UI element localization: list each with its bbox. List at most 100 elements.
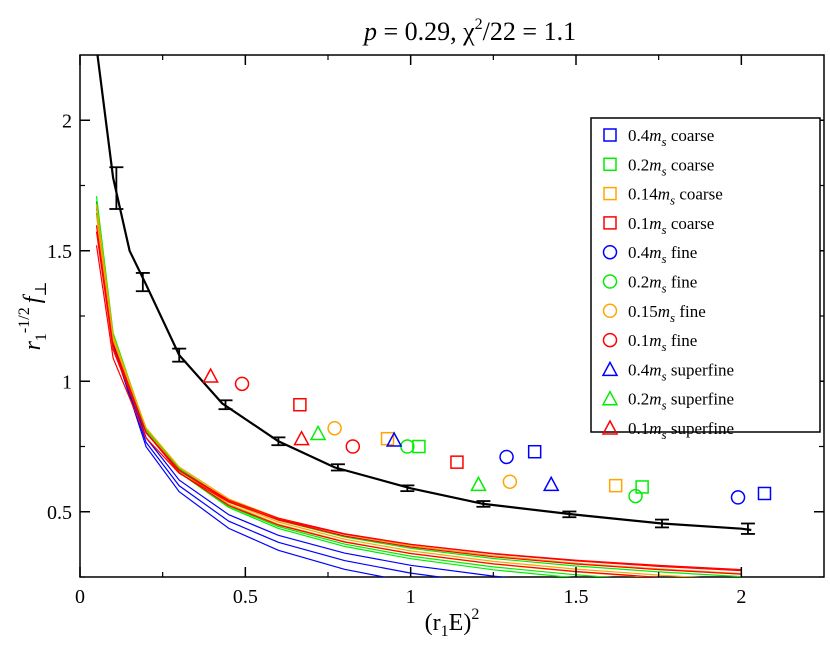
x-tick-label: 1 <box>406 586 416 608</box>
legend-entry: 0.2ms superfine <box>601 390 734 413</box>
legend-marker-triangle <box>601 360 619 377</box>
y-axis-label: r1-1/2 f⊥ <box>16 282 50 351</box>
y-label-sub: 1 <box>33 333 50 341</box>
svg-text:r1-1/2f⊥: r1-1/2 f⊥ <box>16 282 50 351</box>
series-curve-blue-3 <box>95 207 509 577</box>
data-point-circle <box>234 376 250 392</box>
x-label-sub: 1 <box>441 623 449 640</box>
y-tick-label: 2 <box>62 110 72 132</box>
series-curve-red-3 <box>95 231 742 572</box>
legend-marker-circle <box>602 303 618 319</box>
title-chi-denominator: /22 <box>483 17 516 46</box>
legend-label: 0.14ms coarse <box>628 185 723 208</box>
legend-label: 0.2ms coarse <box>628 155 714 178</box>
data-point-triangle <box>542 475 560 492</box>
y-tick-label: 1 <box>62 371 72 393</box>
data-point-triangle <box>470 475 487 492</box>
axis-ticks: 0 0.5 1 1.5 2 0.5 1 1.5 2 <box>47 55 824 608</box>
data-point-circle <box>628 488 643 504</box>
legend-entry: 0.1ms coarse <box>603 214 714 237</box>
data-point-square <box>412 439 426 454</box>
legend-marker-triangle <box>601 419 619 435</box>
y-label-perp: ⊥ <box>33 282 50 297</box>
error-bar <box>740 522 755 535</box>
curves-layer <box>95 196 742 577</box>
data-point-triangle <box>309 424 327 441</box>
title-var: p <box>362 17 377 46</box>
error-bar <box>330 463 345 472</box>
x-tick-label: 2 <box>736 586 746 608</box>
y-label-f: f <box>20 293 46 303</box>
data-point-square <box>527 444 542 459</box>
data-point-circle <box>730 490 746 505</box>
x-label-base: (r <box>425 610 441 636</box>
x-tick-label: 0 <box>75 586 85 608</box>
legend-label: 0.2ms fine <box>628 273 697 296</box>
legend-entry: 0.2ms coarse <box>603 155 714 178</box>
data-point-triangle <box>202 367 219 383</box>
y-label-sup: -1/2 <box>16 307 33 333</box>
title-chi-value: 1.1 <box>544 17 577 46</box>
legend-entry: 0.4ms superfine <box>601 360 734 383</box>
x-label-sup: 2 <box>471 606 479 623</box>
title-chi-symbol: χ <box>462 17 475 46</box>
y-tick-label: 1.5 <box>47 241 72 263</box>
error-bar <box>654 518 669 529</box>
x-label-rest: E) <box>449 610 472 636</box>
legend-label: 0.4ms superfine <box>628 360 734 383</box>
points-layer <box>202 367 772 505</box>
error-bar <box>135 272 150 293</box>
legend-entry: 0.14ms coarse <box>603 185 723 208</box>
legend-label: 0.1ms superfine <box>628 419 734 442</box>
x-axis-label: (r1E)2 <box>425 606 480 640</box>
chart-title: p = 0.29, χ2/22 = 1.1 <box>362 16 576 46</box>
fit-curve-layer <box>96 55 755 535</box>
data-point-square <box>608 478 623 493</box>
data-point-square <box>635 480 649 494</box>
legend-label: 0.4ms coarse <box>628 126 714 149</box>
legend-label: 0.2ms superfine <box>628 390 734 413</box>
y-label-r: r <box>20 340 46 350</box>
data-point-triangle <box>385 431 403 447</box>
x-tick-label: 1.5 <box>564 586 589 608</box>
legend-entry: 0.15ms fine <box>602 302 706 325</box>
legend-marker-square <box>603 128 617 142</box>
legend-marker-square <box>603 186 617 201</box>
error-bar <box>562 510 577 519</box>
legend-marker-circle <box>602 244 618 260</box>
legend-entry: 0.2ms fine <box>602 273 697 296</box>
legend-marker-circle <box>602 274 618 289</box>
legend-box <box>590 117 821 433</box>
legend-marker-square <box>603 157 617 172</box>
series-curve-blue-top <box>95 201 388 577</box>
legend-label: 0.4ms fine <box>628 243 697 266</box>
legend-label: 0.1ms fine <box>628 331 697 354</box>
x-tick-label: 0.5 <box>233 586 258 608</box>
data-point-circle <box>502 474 518 489</box>
legend-label: 0.15ms fine <box>628 302 706 325</box>
title-chi-exponent: 2 <box>475 16 483 33</box>
error-bar <box>476 500 491 508</box>
continuum-fit-curve <box>96 55 752 532</box>
error-bar <box>271 436 286 447</box>
legend-entry: 0.4ms coarse <box>603 126 714 149</box>
data-point-square <box>757 486 772 501</box>
error-bar <box>400 484 415 493</box>
data-point-circle <box>345 439 361 454</box>
error-bar <box>218 399 233 411</box>
legend-entry: 0.1ms fine <box>602 331 697 354</box>
legend-marker-circle <box>602 332 618 348</box>
error-bar <box>109 166 124 210</box>
legend: 0.4ms coarse 0.2ms coarse 0.14ms coarse 0.1… <box>601 126 734 442</box>
error-bar <box>172 347 187 363</box>
legend-marker-triangle <box>601 390 619 406</box>
data-point-triangle <box>293 430 310 446</box>
data-point-circle <box>499 449 514 465</box>
data-point-square <box>450 455 464 469</box>
title-p-value: 0.29 <box>405 17 451 46</box>
series-curve-red-4 <box>95 245 742 571</box>
data-point-square <box>293 397 307 412</box>
y-tick-label: 0.5 <box>47 502 72 524</box>
legend-label: 0.1ms coarse <box>628 214 714 237</box>
